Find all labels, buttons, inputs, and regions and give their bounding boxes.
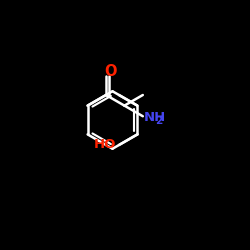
Text: HO: HO <box>94 138 116 151</box>
Text: O: O <box>104 64 117 79</box>
Text: NH: NH <box>144 111 166 124</box>
Text: 2: 2 <box>155 116 162 126</box>
